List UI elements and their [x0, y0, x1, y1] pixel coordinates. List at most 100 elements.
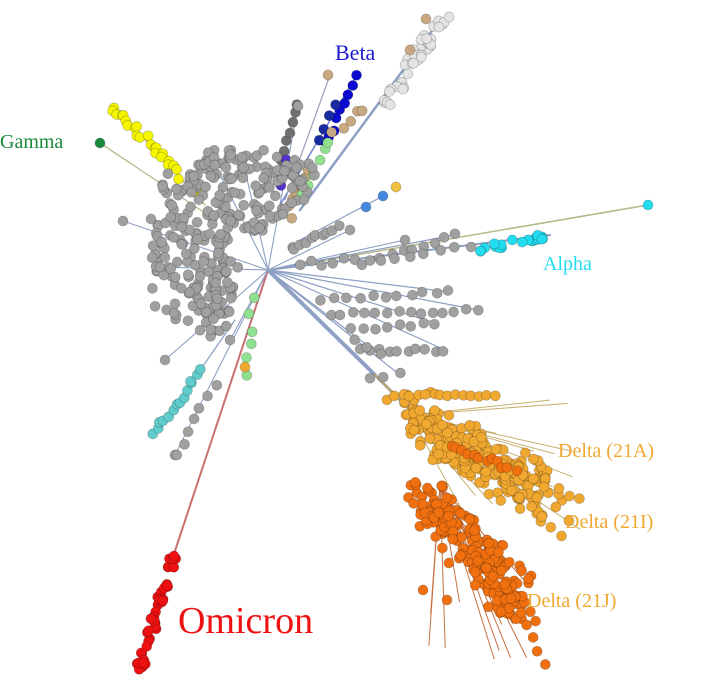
grey-node [209, 159, 221, 171]
grey-node [192, 233, 203, 245]
grey-node [359, 307, 370, 319]
tan-node [286, 212, 298, 224]
alpha-node [475, 245, 486, 257]
grey-node [340, 292, 352, 304]
delta-21j-node [515, 607, 527, 618]
grey-node [226, 173, 237, 185]
label-delta-21i: Delta (21I) [565, 511, 653, 533]
delta-21a-node [432, 448, 444, 460]
grey-node [171, 183, 182, 195]
grey-node [193, 194, 205, 205]
nodes [94, 11, 654, 675]
tan-node [322, 69, 334, 81]
omicron-node [168, 550, 180, 562]
label-beta: Beta [335, 40, 376, 65]
grey-node [358, 323, 370, 334]
delta-21a-node [564, 490, 575, 502]
grey-node [175, 282, 187, 294]
grey-node [279, 165, 290, 177]
grey-node [364, 372, 376, 384]
lightgreen-node [243, 308, 255, 320]
grey-node [349, 334, 360, 346]
delta-21a-node [506, 485, 517, 496]
grey-node [198, 256, 209, 268]
grey-node [179, 438, 190, 450]
delta-21a-node [474, 477, 485, 488]
label-delta-21j: Delta (21J) [527, 590, 616, 612]
lightgrey-node [384, 99, 396, 110]
grey-node [147, 283, 158, 294]
grey-node [264, 182, 275, 193]
delta-21j-node [417, 584, 429, 596]
grey-node [224, 334, 236, 346]
beta-node [347, 80, 359, 91]
delta-21j-node [468, 525, 480, 537]
tan-node [356, 105, 368, 117]
delta-21a-node [519, 447, 531, 459]
grey-node [188, 170, 200, 182]
delta-21a-node [414, 440, 426, 451]
grey-node [294, 259, 306, 271]
lightgrey-node [397, 83, 409, 95]
grey-node [162, 168, 174, 180]
grey-node [254, 222, 265, 234]
grey-node [338, 252, 350, 264]
grey-node [159, 354, 171, 366]
grey-node [404, 251, 416, 263]
grey-node [178, 212, 190, 224]
lightgrey-node [443, 11, 455, 23]
delta-21a-node [429, 405, 441, 416]
grey-node [238, 199, 250, 211]
grey-node [186, 186, 197, 198]
lightgrey-node [421, 33, 433, 44]
orange-node [239, 361, 251, 373]
grey-node [195, 298, 207, 309]
delta-21a-node [480, 466, 492, 478]
grey-node [327, 257, 339, 269]
grey-node [449, 228, 461, 240]
delta-21j-node [455, 550, 466, 561]
grey-node [368, 290, 379, 302]
delta-21a-node [421, 418, 432, 430]
grey-node [394, 306, 405, 317]
grey-node [171, 449, 183, 461]
delta-21j-node [503, 556, 515, 568]
grey-node [415, 308, 427, 319]
grey-node [448, 306, 459, 318]
grey-node [326, 225, 338, 236]
grey-node [169, 271, 181, 283]
grey-node [258, 172, 270, 184]
grey-node [291, 162, 302, 173]
grey-node [429, 237, 441, 249]
grey-node [417, 248, 429, 260]
grey-node [220, 162, 232, 173]
grey-node [460, 303, 472, 315]
delta-21j-node [516, 565, 528, 577]
lightgreen-node [314, 154, 326, 166]
grey-node [307, 162, 318, 174]
grey-node [191, 216, 203, 228]
delta-21a-node [501, 462, 513, 473]
omicron-node [157, 595, 169, 607]
delta-21j-node [505, 593, 517, 604]
grey-node [194, 324, 206, 336]
grey-node [448, 241, 460, 253]
grey-node [355, 292, 366, 304]
lightgreen-node [248, 292, 260, 304]
trunk-branch [266, 268, 377, 377]
branch [267, 269, 479, 311]
grey-node [315, 295, 326, 306]
grey-node [269, 190, 281, 202]
grey-node [399, 234, 411, 246]
grey-node [277, 208, 289, 220]
grey-node [208, 209, 220, 221]
grey-node [205, 170, 217, 182]
grey-node [210, 277, 222, 289]
delta-21a-node [420, 389, 431, 400]
tan-node [338, 122, 350, 134]
delta-21a-node [408, 424, 420, 436]
delta-21a-node [563, 515, 575, 527]
grey-node [212, 247, 224, 259]
grey-node [395, 367, 406, 379]
grey-node [334, 309, 346, 321]
